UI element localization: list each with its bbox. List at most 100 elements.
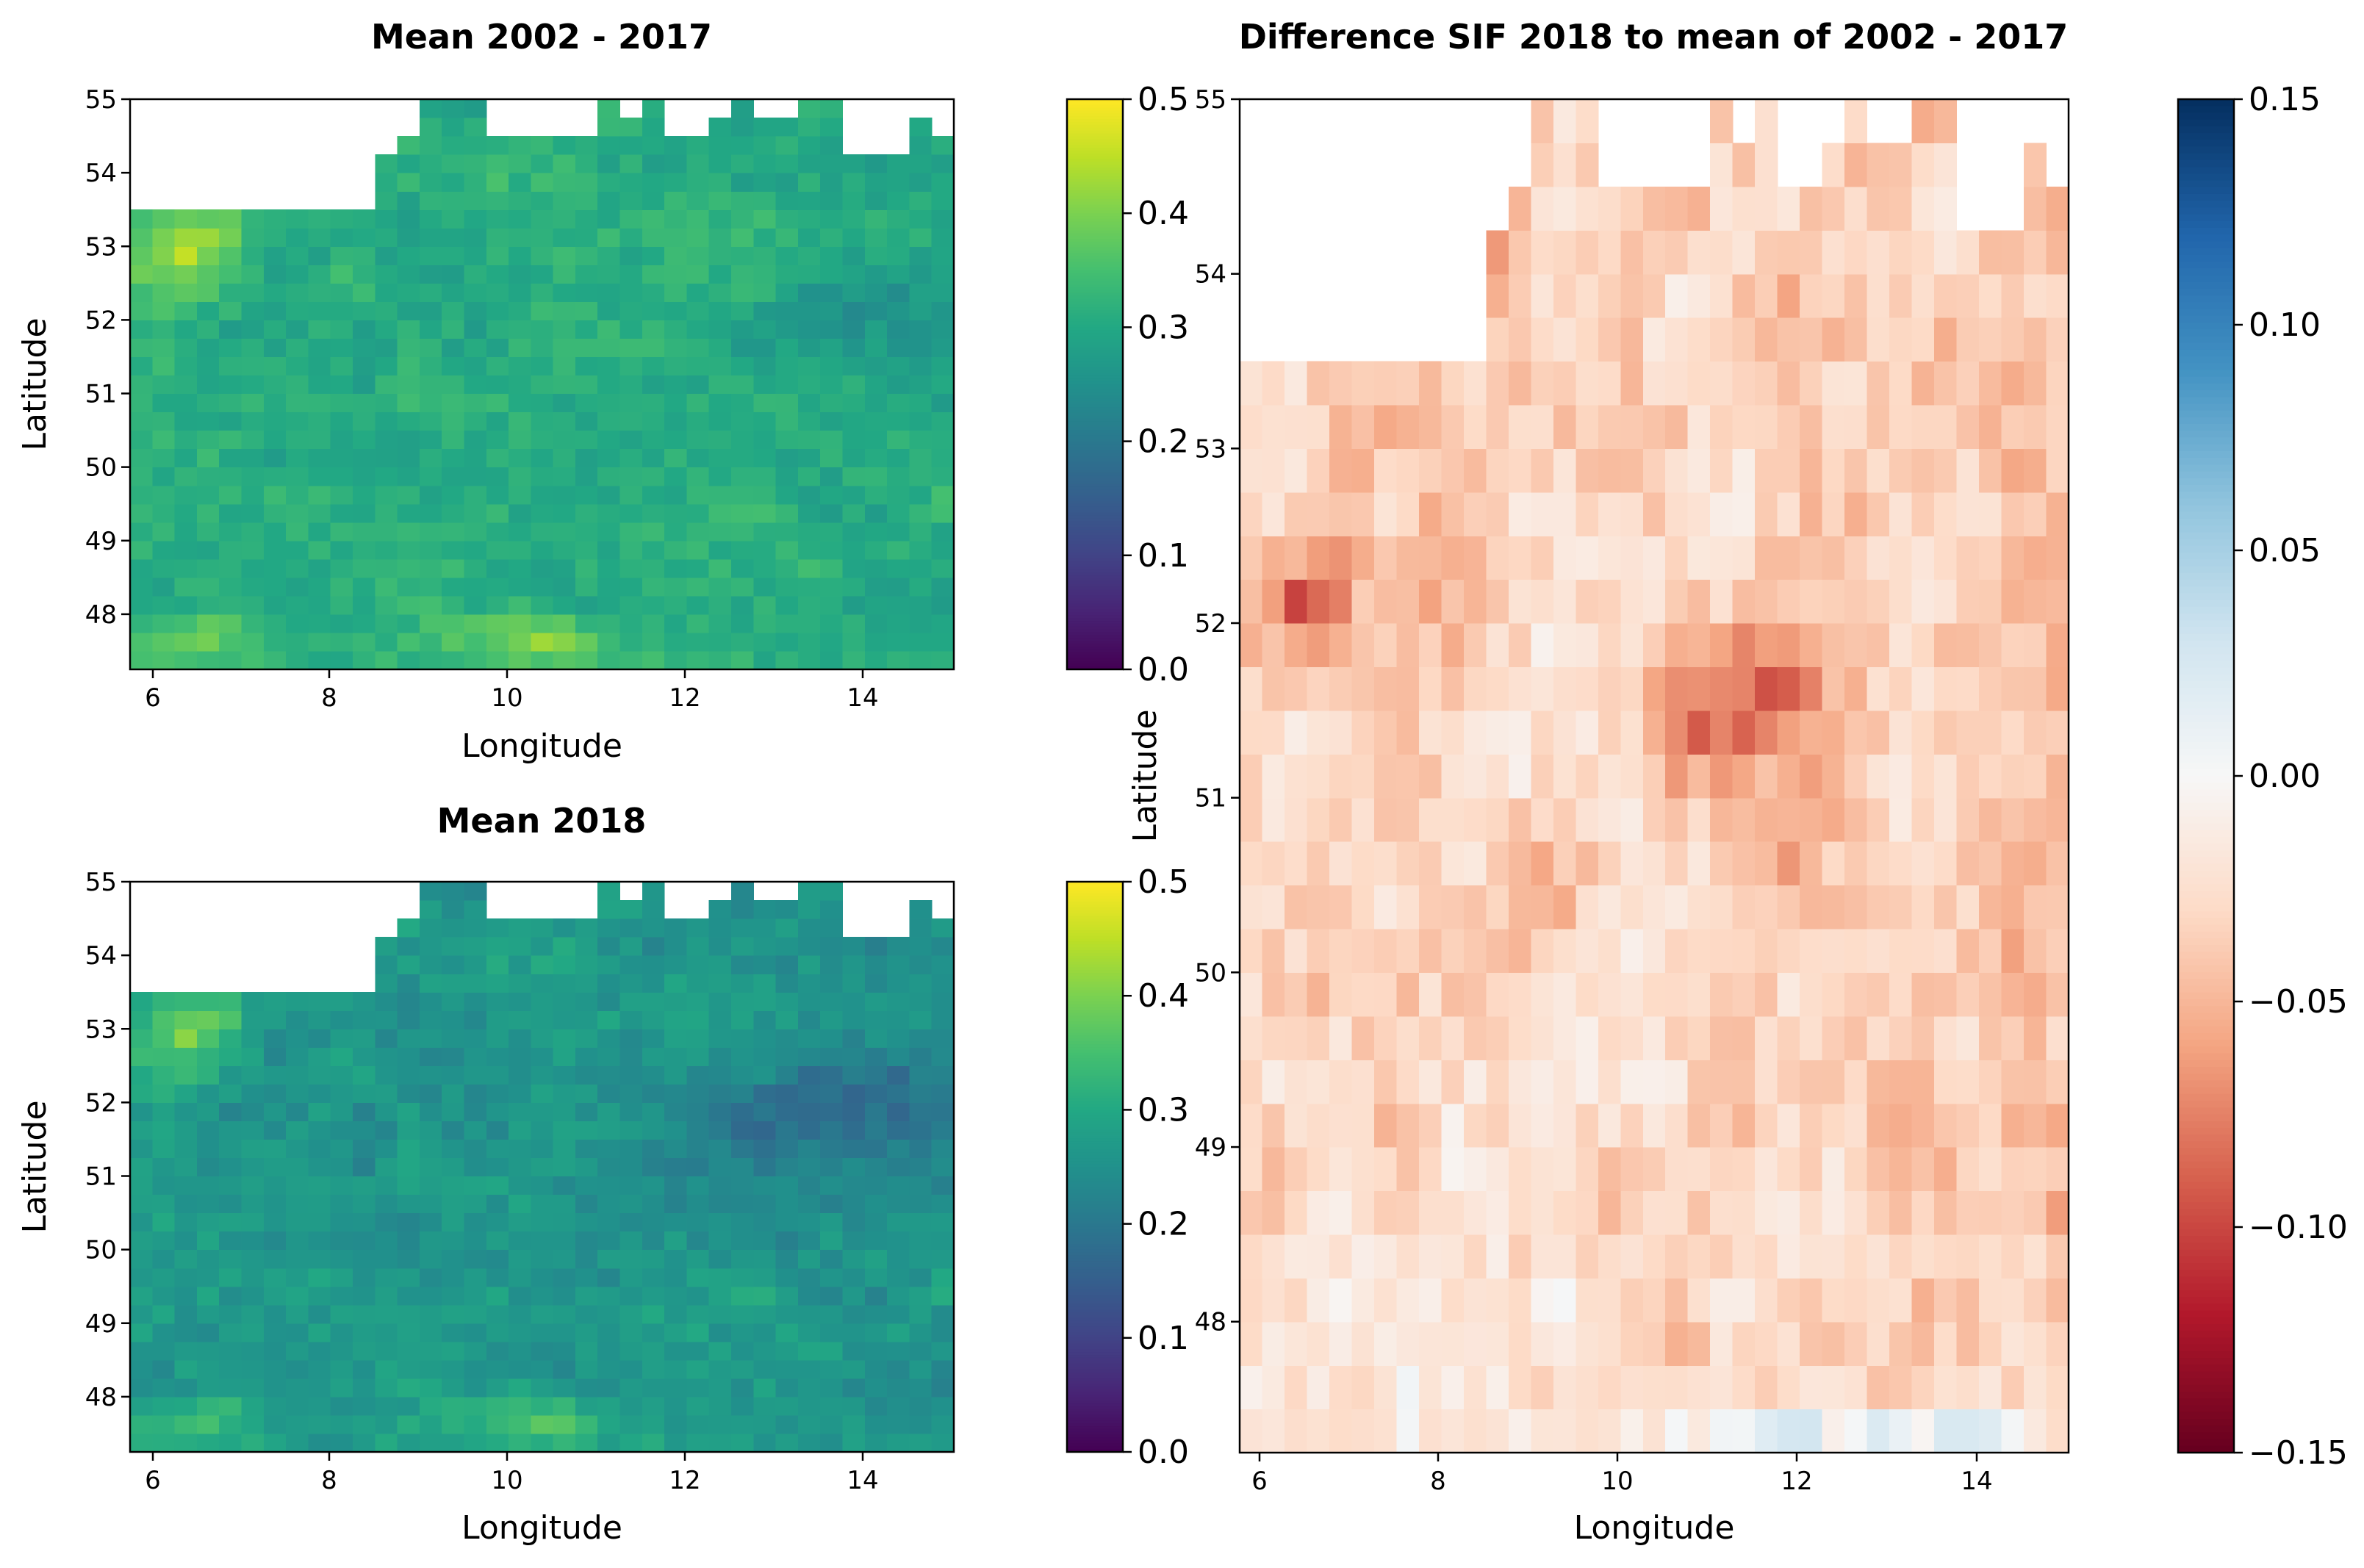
heatmap-cell	[509, 228, 531, 247]
heatmap-cell	[931, 246, 955, 265]
heatmap-cell	[241, 1378, 265, 1398]
heatmap-cell	[909, 1047, 933, 1066]
heatmap-cell	[797, 1157, 821, 1177]
heatmap-cell	[509, 191, 531, 210]
heatmap-cell	[1553, 317, 1576, 362]
colorbar-segment	[1067, 130, 1123, 134]
heatmap-cell	[1262, 1060, 1285, 1104]
heatmap-cell	[686, 356, 710, 376]
heatmap-cell	[174, 209, 198, 229]
heatmap-cell	[419, 1433, 442, 1453]
heatmap-cell	[2046, 1278, 2069, 1323]
heatmap-cell	[1867, 1060, 1890, 1104]
heatmap-cell	[531, 632, 554, 652]
heatmap-cell	[130, 246, 153, 265]
heatmap-cell	[1240, 1015, 1263, 1060]
heatmap-cell	[1329, 1234, 1353, 1279]
heatmap-cell	[486, 558, 509, 578]
heatmap-cell	[1620, 492, 1644, 536]
heatmap-cell	[1710, 1147, 1734, 1192]
heatmap-cell	[330, 650, 353, 670]
heatmap-cell	[887, 209, 910, 229]
x-axis-label: Longitude	[461, 1509, 622, 1547]
heatmap-cell	[419, 1414, 442, 1434]
heatmap-cell	[887, 522, 910, 542]
heatmap-cell	[642, 1139, 665, 1159]
heatmap-cell	[1508, 1147, 1531, 1192]
heatmap-cell	[330, 356, 353, 376]
heatmap-cell	[1620, 623, 1644, 668]
heatmap-cell	[619, 265, 643, 284]
heatmap-cell	[597, 992, 621, 1011]
heatmap-cell	[464, 1378, 487, 1398]
heatmap-cell	[1418, 1278, 1442, 1323]
colorbar-segment	[2178, 106, 2234, 114]
colorbar-segment	[1067, 113, 1123, 118]
heatmap-cell	[308, 1029, 331, 1048]
heatmap-cell	[1240, 1147, 1263, 1192]
heatmap-cell	[464, 595, 487, 615]
heatmap-cell	[1956, 1147, 1980, 1192]
heatmap-cell	[575, 974, 598, 993]
heatmap-cell	[509, 522, 531, 542]
heatmap-cell	[130, 1304, 153, 1324]
heatmap-cell	[664, 1286, 688, 1306]
heatmap-cell	[531, 375, 554, 395]
heatmap-cell	[308, 1212, 331, 1232]
y-tick-label: 49	[85, 527, 117, 556]
heatmap-cell	[619, 154, 643, 173]
heatmap-cell	[619, 577, 643, 597]
heatmap-cell	[1598, 666, 1621, 711]
heatmap-cell	[731, 448, 754, 468]
heatmap-cell	[1956, 1409, 1980, 1453]
heatmap-cell	[174, 1433, 198, 1453]
colorbar-segment	[1067, 899, 1123, 902]
heatmap-cell	[1576, 186, 1599, 231]
heatmap-cell	[509, 209, 531, 229]
heatmap-cell	[509, 1231, 531, 1251]
heatmap-cell	[196, 320, 220, 339]
heatmap-cell	[1979, 492, 2002, 536]
heatmap-cell	[1687, 1321, 1711, 1366]
heatmap-cell	[1732, 579, 1756, 624]
heatmap-cell	[1822, 536, 1845, 580]
heatmap-cell	[1867, 1234, 1890, 1279]
heatmap-cell	[1396, 797, 1420, 842]
colorbar-segment	[1067, 481, 1123, 485]
heatmap-cell	[1463, 1190, 1487, 1235]
colorbar-segment	[2178, 234, 2234, 242]
heatmap-cell	[931, 375, 955, 395]
heatmap-cell	[330, 1010, 353, 1029]
heatmap-cell	[1979, 797, 2002, 842]
heatmap-cell	[464, 577, 487, 597]
heatmap-cell	[775, 228, 799, 247]
heatmap-cell	[308, 228, 331, 247]
heatmap-cell	[753, 301, 777, 320]
colorbar-segment	[2178, 823, 2234, 831]
heatmap-cell	[1418, 754, 1442, 799]
colorbar-segment	[2178, 863, 2234, 871]
colorbar-segment	[1067, 955, 1123, 960]
heatmap-cell	[509, 485, 531, 505]
heatmap-cell	[1284, 710, 1308, 755]
heatmap-cell	[1642, 492, 1666, 536]
heatmap-cell	[1979, 1409, 2002, 1453]
heatmap-cell	[619, 1084, 643, 1103]
heatmap-cell	[797, 577, 821, 597]
heatmap-cell	[619, 974, 643, 993]
heatmap-cell	[263, 1102, 287, 1122]
heatmap-cell	[2046, 448, 2069, 493]
heatmap-cell	[196, 1359, 220, 1379]
colorbar-segment	[1067, 101, 1123, 106]
heatmap-cell	[1351, 1409, 1375, 1453]
heatmap-cell	[575, 1010, 598, 1029]
heatmap-cell	[619, 1359, 643, 1379]
heatmap-cell	[509, 1010, 531, 1029]
heatmap-cell	[152, 393, 176, 413]
heatmap-cell	[1307, 666, 1330, 711]
heatmap-cell	[642, 136, 665, 155]
heatmap-cell	[1396, 404, 1420, 449]
heatmap-cell	[797, 1212, 821, 1232]
colorbar-segment	[1067, 1372, 1123, 1376]
heatmap-cell	[1911, 230, 1935, 275]
